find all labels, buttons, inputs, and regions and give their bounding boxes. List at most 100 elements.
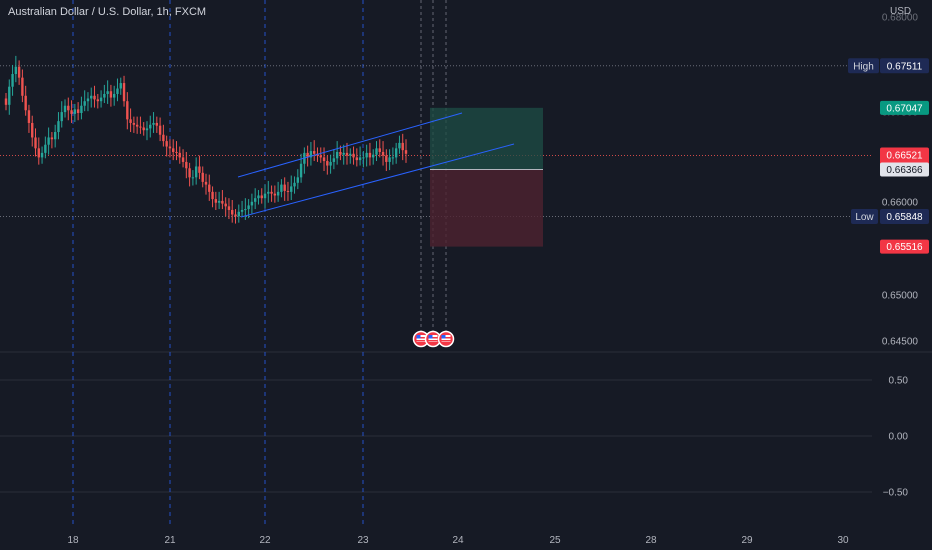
time-tick-label: 30 [837, 535, 849, 546]
candle-body [37, 148, 40, 158]
vertical-lines-layer [72, 0, 447, 527]
candle-body [149, 124, 152, 129]
candle-body [296, 177, 300, 183]
candle-body [44, 144, 47, 153]
candle-body [191, 177, 195, 179]
candle-body [73, 109, 77, 114]
candle-body [401, 142, 404, 151]
candle-body [322, 157, 326, 162]
candle-body [329, 161, 332, 166]
candle-body [309, 151, 313, 158]
parallel-channel[interactable] [237, 112, 515, 218]
candle-body [244, 209, 247, 211]
long-position-tool[interactable] [430, 107, 543, 247]
svg-text:0.66366: 0.66366 [886, 165, 923, 176]
candle-body [332, 158, 336, 162]
candle-body [34, 137, 37, 149]
candle-body [286, 190, 290, 192]
candle-body [388, 157, 391, 162]
candle-body [319, 155, 322, 158]
candle-body [280, 184, 283, 192]
candle-body [339, 151, 342, 155]
svg-text:0.65848: 0.65848 [886, 212, 923, 223]
svg-text:High: High [853, 61, 874, 72]
candle-body [204, 181, 208, 185]
candle-body [283, 184, 286, 191]
candle-body [250, 201, 254, 206]
candle-body [349, 153, 352, 156]
low-value-badge: 0.65848 [880, 209, 929, 224]
candle-body [355, 157, 359, 161]
candle-body [257, 195, 260, 199]
channel-lower-line [240, 143, 515, 218]
candle-body [93, 95, 96, 100]
candle-body [194, 166, 198, 178]
candle-body [96, 99, 100, 102]
candle-body [21, 77, 24, 96]
candle-body [132, 122, 136, 125]
candle-body [398, 142, 401, 149]
candle-body [385, 155, 388, 162]
candle-body [119, 83, 122, 89]
candle-body [185, 161, 188, 169]
time-tick-label: 23 [357, 535, 369, 546]
candle-body [290, 186, 293, 192]
candle-body [240, 209, 244, 212]
candle-body [201, 172, 204, 182]
candle-body [145, 128, 149, 131]
candle-body [135, 124, 139, 127]
svg-text:0.65516: 0.65516 [886, 242, 923, 253]
candle-body [234, 214, 237, 217]
stop-price-badge: 0.65516 [880, 239, 929, 254]
us-flag-icon[interactable] [424, 330, 442, 348]
time-tick-label: 21 [164, 535, 176, 546]
channel-upper-line [237, 112, 463, 178]
candle-body [11, 74, 14, 87]
candle-body [50, 137, 54, 140]
candle-body [217, 200, 221, 203]
profit-zone [430, 107, 543, 170]
candle-body [86, 98, 90, 102]
time-tick-label: 24 [452, 535, 464, 546]
candle-body [372, 154, 375, 158]
candle-body [253, 198, 257, 202]
candle-body [103, 93, 106, 98]
candle-body [381, 151, 385, 156]
high-label-badge: High [848, 58, 879, 74]
candle-body [214, 199, 218, 203]
time-tick-label: 28 [645, 535, 657, 546]
candle-body [70, 110, 73, 114]
time-tick-label: 29 [741, 535, 753, 546]
us-flag-icon[interactable] [437, 330, 455, 348]
candle-body [8, 86, 11, 105]
candle-body [260, 195, 263, 199]
candle-body [139, 126, 142, 128]
candle-body [221, 200, 224, 204]
candle-body [27, 110, 31, 123]
candle-body [394, 148, 398, 158]
candle-body [17, 66, 21, 78]
chart-title: Australian Dollar / U.S. Dollar, 1h, FXC… [8, 6, 207, 18]
time-tick-label: 22 [259, 535, 271, 546]
candle-body [76, 109, 80, 113]
candle-body [276, 191, 280, 196]
candles-layer [4, 55, 408, 224]
candle-body [165, 141, 168, 147]
candle-body [60, 112, 63, 122]
candle-body [106, 91, 109, 94]
candle-body [99, 97, 103, 102]
candle-body [152, 122, 155, 125]
candle-body [158, 125, 162, 135]
price-tick-label: 0.64500 [882, 337, 919, 348]
candle-body [247, 205, 250, 210]
candle-body [293, 182, 296, 187]
candle-body [116, 88, 119, 94]
candle-body [342, 152, 345, 155]
candle-body [126, 101, 129, 120]
candle-body [404, 150, 408, 154]
events-layer[interactable] [412, 330, 455, 348]
candle-body [227, 206, 231, 210]
entry-price-badge: 0.66366 [880, 162, 929, 177]
time-tick-label: 25 [549, 535, 561, 546]
